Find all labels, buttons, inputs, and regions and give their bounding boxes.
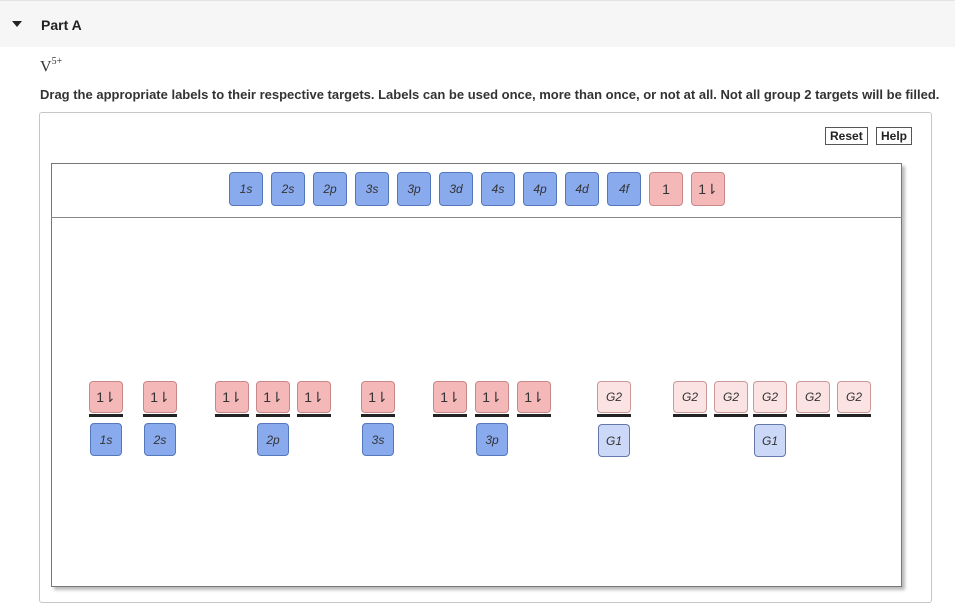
slot-3p-3[interactable]: 1⇂: [517, 381, 551, 417]
part-header[interactable]: Part A: [0, 0, 955, 47]
target-name-1s[interactable]: 1s: [90, 423, 122, 456]
label-3s[interactable]: 3s: [355, 172, 389, 206]
label-3d[interactable]: 3d: [439, 172, 473, 206]
diagram-board: [51, 163, 902, 587]
palette-divider: [51, 217, 902, 218]
slot-group2-a[interactable]: G2: [597, 381, 631, 417]
label-2s[interactable]: 2s: [271, 172, 305, 206]
label-2p[interactable]: 2p: [313, 172, 347, 206]
label-4p[interactable]: 4p: [523, 172, 557, 206]
label-4s[interactable]: 4s: [481, 172, 515, 206]
slot-3s[interactable]: 1⇂: [361, 381, 395, 417]
label-4f[interactable]: 4f: [607, 172, 641, 206]
slot-group2-e[interactable]: G2: [796, 381, 830, 417]
label-1s[interactable]: 1s: [229, 172, 263, 206]
slot-group2-c[interactable]: G2: [714, 381, 748, 417]
label-paired-electrons[interactable]: 1⇂: [691, 172, 725, 206]
slot-2p-2[interactable]: 1⇂: [256, 381, 290, 417]
slot-group2-f[interactable]: G2: [837, 381, 871, 417]
slot-2p-1[interactable]: 1⇂: [215, 381, 249, 417]
target-group1-a[interactable]: G1: [598, 424, 630, 457]
collapse-caret-icon[interactable]: [12, 21, 22, 27]
slot-2s[interactable]: 1⇂: [143, 381, 177, 417]
slot-1s[interactable]: 1⇂: [89, 381, 123, 417]
slot-3p-1[interactable]: 1⇂: [433, 381, 467, 417]
slot-3p-2[interactable]: 1⇂: [475, 381, 509, 417]
label-single-electron[interactable]: 1: [649, 172, 683, 206]
target-name-2s[interactable]: 2s: [144, 423, 176, 456]
slot-group2-b[interactable]: G2: [673, 381, 707, 417]
part-title: Part A: [41, 17, 82, 33]
ion-formula: V5+: [40, 56, 63, 76]
target-group1-b[interactable]: G1: [754, 424, 786, 457]
label-3p[interactable]: 3p: [397, 172, 431, 206]
instructions-text: Drag the appropriate labels to their res…: [40, 87, 940, 102]
reset-button[interactable]: Reset: [825, 127, 868, 145]
target-name-3s[interactable]: 3s: [362, 423, 394, 456]
target-name-3p[interactable]: 3p: [476, 423, 508, 456]
target-name-2p[interactable]: 2p: [257, 423, 289, 456]
help-button[interactable]: Help: [876, 127, 913, 145]
label-4d[interactable]: 4d: [565, 172, 599, 206]
slot-2p-3[interactable]: 1⇂: [297, 381, 331, 417]
slot-group2-d[interactable]: G2: [753, 381, 787, 417]
